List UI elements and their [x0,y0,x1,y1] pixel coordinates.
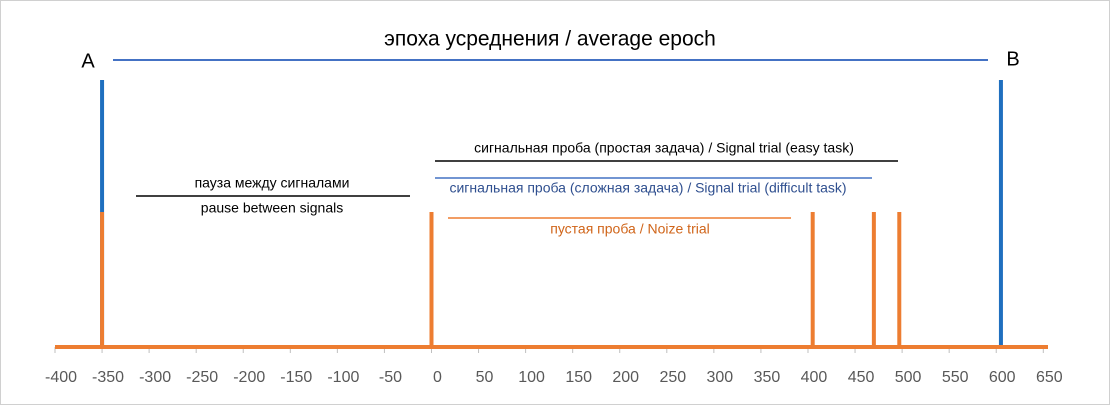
annotation: пустая проба / Noize trial [550,221,709,237]
x-tick-label: 50 [476,369,494,386]
x-tick-label: 350 [754,369,781,386]
annotation: сигнальная проба (простая задача) / Sign… [474,140,854,156]
x-tick-label: 650 [1036,369,1063,386]
x-tick-label: -50 [379,369,402,386]
annotation: сигнальная проба (сложная задача) / Sign… [449,180,846,196]
x-tick-label: 200 [612,369,639,386]
x-tick-label: 0 [433,369,442,386]
x-tick-label: 600 [989,369,1016,386]
point-label: B [1006,48,1019,70]
x-tick-label: 250 [659,369,686,386]
x-tick-label: -100 [327,369,359,386]
annotation: pause between signals [201,200,343,216]
x-tick-label: 550 [942,369,969,386]
x-tick-label: 100 [518,369,545,386]
point-label: A [81,50,95,72]
annotation: пауза между сигналами [195,175,350,191]
x-tick-label: -300 [139,369,171,386]
x-tick-label: -200 [233,369,265,386]
x-tick-label: -150 [280,369,312,386]
x-tick-label: -250 [186,369,218,386]
x-tick-label: -400 [45,369,77,386]
x-tick-label: 300 [707,369,734,386]
x-tick-label: 150 [565,369,592,386]
x-tick-label: 400 [801,369,828,386]
x-tick-label: 500 [895,369,922,386]
x-tick-label: 450 [848,369,875,386]
x-tick-label: -350 [92,369,124,386]
chart-title: эпоха усреднения / average epoch [384,28,716,51]
